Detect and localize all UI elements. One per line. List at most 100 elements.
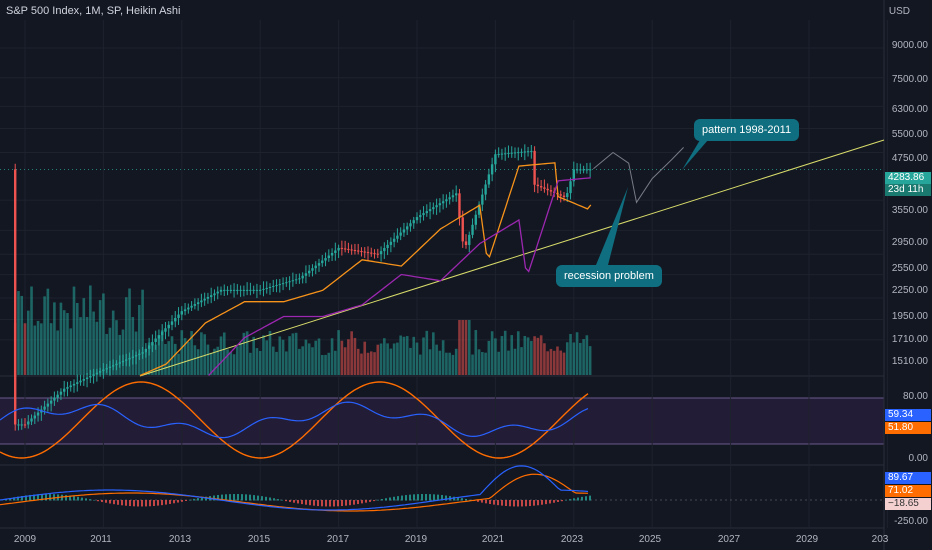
macd-histogram-bar <box>233 494 235 501</box>
volume-bar <box>285 351 288 375</box>
volume-bar <box>258 351 262 375</box>
volume-bar <box>376 344 380 375</box>
macd-value-badge: 89.67 <box>885 472 931 484</box>
macd-histogram-bar <box>237 494 239 501</box>
macd-histogram-bar <box>137 500 139 507</box>
macd-histogram-bar <box>489 500 491 505</box>
volume-bar <box>226 349 229 375</box>
macd-histogram-bar <box>245 494 247 501</box>
macd-histogram-bar <box>365 500 367 503</box>
candle-body <box>350 249 353 251</box>
macd-histogram-bar <box>113 500 115 505</box>
candle-body <box>497 153 500 155</box>
macd-histogram-bar <box>425 494 427 501</box>
macd-histogram-bar <box>69 495 71 501</box>
volume-bar <box>36 320 40 375</box>
candle-body <box>504 153 507 155</box>
volume-bar <box>334 350 337 375</box>
candle-body <box>268 286 272 288</box>
macd-histogram-bar <box>589 495 591 501</box>
volume-bar <box>40 323 43 375</box>
volume-bar <box>415 342 419 375</box>
macd-histogram-bar <box>477 500 479 502</box>
candle-body <box>76 382 79 384</box>
candle-body <box>252 289 255 291</box>
volume-bar <box>190 331 193 375</box>
candle-body <box>226 289 229 291</box>
candle-body <box>278 284 281 286</box>
macd-histogram-bar <box>89 499 91 501</box>
macd-histogram-bar <box>101 500 103 503</box>
macd-histogram-bar <box>213 495 215 501</box>
candle-body <box>579 169 582 171</box>
annotation-recession[interactable]: recession problem <box>556 265 662 287</box>
volume-bar <box>209 352 213 375</box>
volume-bar <box>249 352 252 375</box>
macd-histogram-bar <box>481 500 483 503</box>
macd-histogram-bar <box>17 496 19 501</box>
volume-bar <box>265 340 269 375</box>
volume-bar <box>330 338 334 375</box>
candle-body <box>366 252 370 254</box>
macd-histogram-bar <box>573 498 575 501</box>
volume-bar <box>363 341 367 375</box>
volume-bar <box>585 335 589 375</box>
candle-body <box>311 268 314 271</box>
volume-bar <box>572 342 576 375</box>
volume-bar <box>582 339 585 375</box>
annotation-pattern[interactable]: pattern 1998-2011 <box>694 119 800 141</box>
volume-bar <box>569 333 572 375</box>
volume-bar <box>474 330 478 375</box>
macd-histogram-bar <box>45 494 47 501</box>
candle-body <box>392 238 396 242</box>
macd-histogram-bar <box>537 500 539 506</box>
volume-bar <box>275 351 278 375</box>
price-label-1710: 1710.00 <box>891 334 928 345</box>
macd-histogram-bar <box>445 495 447 501</box>
macd-histogram-bar <box>417 494 419 501</box>
macd-histogram-bar <box>169 500 171 504</box>
candle-body <box>347 248 350 250</box>
candle-body <box>386 244 389 249</box>
volume-bar <box>523 335 527 375</box>
volume-bar <box>304 339 308 375</box>
candle-body <box>373 253 376 255</box>
volume-bar <box>533 336 536 375</box>
candle-body <box>183 309 187 312</box>
candle-body <box>255 289 259 291</box>
volume-bar <box>154 344 157 375</box>
volume-bar <box>373 352 376 375</box>
candle-body <box>288 281 291 283</box>
candle-body <box>108 366 112 369</box>
candle-body <box>298 278 301 280</box>
price-label-3550: 3550.00 <box>891 205 928 216</box>
candle-body <box>242 289 246 291</box>
macd-histogram-bar <box>381 499 383 501</box>
candle-body <box>161 331 164 336</box>
macd-histogram-bar <box>393 496 395 501</box>
macd-histogram-bar <box>461 498 463 501</box>
macd-histogram-bar <box>301 500 303 505</box>
macd-histogram-bar <box>225 494 227 501</box>
macd-histogram-bar <box>309 500 311 506</box>
year-label-2011: 2011 <box>90 534 112 545</box>
volume-bar <box>396 342 399 375</box>
macd-histogram-bar <box>429 494 431 501</box>
volume-bar <box>467 320 471 375</box>
candle-body <box>229 289 232 291</box>
volume-bar <box>144 351 148 375</box>
macd-histogram-bar <box>369 500 371 502</box>
candle-body <box>174 317 177 322</box>
volume-bar <box>49 323 53 375</box>
volume-bar <box>102 293 105 375</box>
macd-histogram-bar <box>257 495 259 501</box>
candle-body <box>510 152 513 154</box>
volume-bar <box>559 350 563 375</box>
candle-body <box>402 229 406 233</box>
volume-bar <box>356 348 360 375</box>
volume-bar <box>445 352 448 375</box>
volume-bar <box>314 340 318 375</box>
candle-body <box>190 305 193 308</box>
